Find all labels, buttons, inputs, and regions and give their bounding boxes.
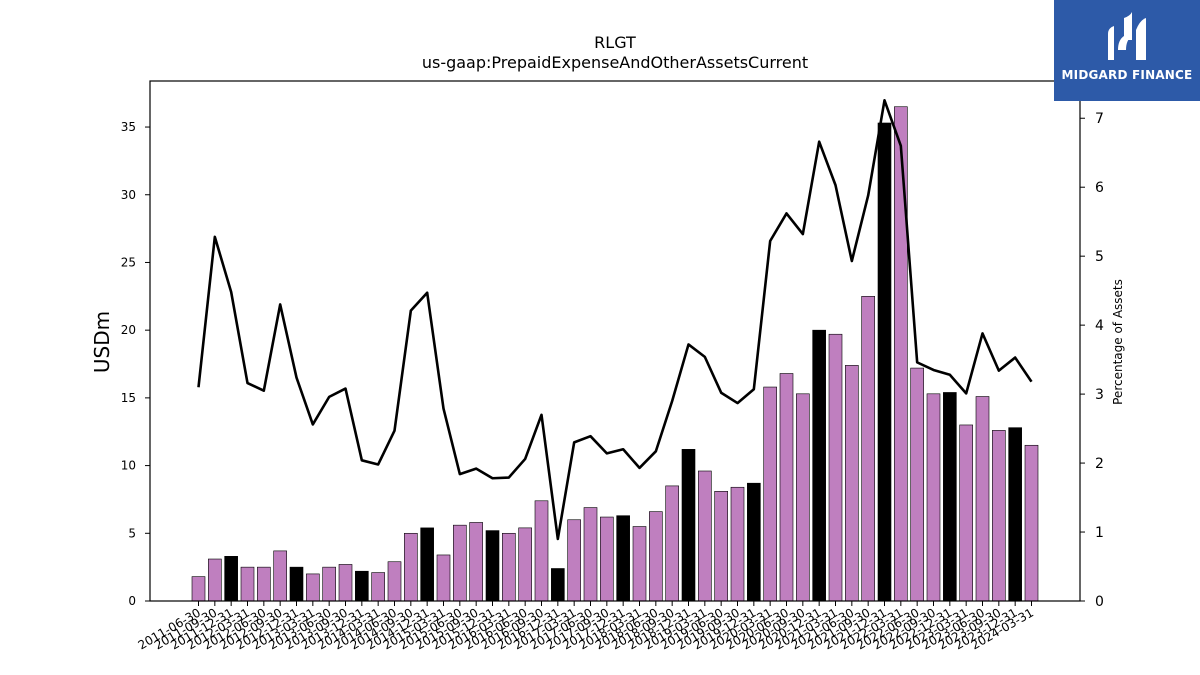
bar-2016-09-30 bbox=[534, 500, 549, 602]
bar-2023-12-31 bbox=[1008, 427, 1022, 602]
bar-2019-09-30 bbox=[730, 486, 745, 602]
brand-logo: MIDGARD FINANCE bbox=[1054, 0, 1200, 101]
logo-text: MIDGARD FINANCE bbox=[1061, 68, 1193, 82]
y2-tick-label: 3 bbox=[1095, 387, 1104, 403]
bar-2022-12-31 bbox=[943, 392, 957, 602]
y2-tick-label: 6 bbox=[1095, 180, 1104, 196]
percentage-line bbox=[197, 99, 1033, 541]
bar-2011-06-30 bbox=[191, 576, 206, 602]
bar-2017-09-30 bbox=[600, 516, 614, 602]
y-tick-label: 20 bbox=[121, 323, 136, 337]
bar-2016-06-30 bbox=[518, 527, 532, 602]
bar-2015-09-30 bbox=[469, 522, 483, 602]
bar-2017-03-31 bbox=[567, 519, 581, 602]
bar-2013-06-30 bbox=[322, 566, 336, 602]
chart-subtitle: us-gaap:PrepaidExpenseAndOtherAssetsCurr… bbox=[422, 53, 808, 72]
bar-2014-09-30 bbox=[404, 532, 418, 602]
bar-2013-09-30 bbox=[338, 564, 353, 602]
bar-2012-06-30 bbox=[257, 566, 271, 602]
bar-2020-09-30 bbox=[796, 393, 810, 602]
y2-axis-label: Percentage of Assets bbox=[1111, 279, 1125, 405]
bar-2021-06-30 bbox=[845, 365, 859, 602]
y2-tick-label: 4 bbox=[1095, 318, 1104, 334]
bar-2023-09-30 bbox=[992, 430, 1006, 602]
bar-2023-03-31 bbox=[959, 424, 973, 602]
bar-2012-12-31 bbox=[289, 566, 304, 602]
bar-2024-03-31 bbox=[1024, 444, 1039, 602]
y2-tick-label: 2 bbox=[1095, 456, 1104, 472]
bar-2014-06-30 bbox=[387, 561, 402, 602]
plot-frame bbox=[149, 80, 1081, 602]
bar-2017-06-30 bbox=[583, 507, 598, 602]
bar-2014-12-31 bbox=[420, 527, 434, 602]
bar-2022-09-30 bbox=[926, 393, 941, 602]
bar-2019-03-31 bbox=[698, 470, 712, 602]
bar-2015-12-31 bbox=[485, 530, 500, 602]
bar-series bbox=[191, 106, 1039, 602]
bar-2021-12-31 bbox=[877, 122, 892, 602]
bar-2012-03-31 bbox=[240, 566, 255, 602]
midgard-logo-icon bbox=[1108, 12, 1146, 60]
bar-2020-12-31 bbox=[812, 329, 826, 602]
bar-2018-09-30 bbox=[665, 485, 679, 602]
bar-2018-06-30 bbox=[649, 511, 663, 602]
bar-2014-03-31 bbox=[371, 572, 385, 602]
bar-2011-09-30 bbox=[208, 558, 222, 602]
bar-2021-09-30 bbox=[861, 296, 875, 602]
bar-2016-03-31 bbox=[502, 532, 516, 602]
bar-2022-06-30 bbox=[910, 367, 924, 602]
y-tick-label: 10 bbox=[121, 459, 136, 473]
bar-2015-03-31 bbox=[436, 554, 451, 602]
y-tick-label: 0 bbox=[128, 594, 136, 608]
bar-2016-12-31 bbox=[551, 568, 565, 602]
bar-2019-06-30 bbox=[714, 491, 728, 602]
y-axis-label: USDm bbox=[90, 311, 114, 373]
y2-tick-label: 0 bbox=[1095, 594, 1104, 610]
bar-2017-12-31 bbox=[616, 515, 630, 602]
bar-2021-03-31 bbox=[828, 333, 843, 602]
line-series bbox=[197, 99, 1033, 541]
chart-title: RLGT bbox=[594, 33, 636, 52]
bar-2018-03-31 bbox=[632, 526, 647, 602]
y-tick-label: 15 bbox=[121, 391, 136, 405]
bar-2015-06-30 bbox=[453, 524, 467, 602]
y-tick-label: 25 bbox=[121, 255, 136, 269]
bar-2023-06-30 bbox=[975, 396, 990, 602]
y-tick-label: 35 bbox=[121, 120, 136, 134]
axes: 05101520253035012345672011-06-302011-09-… bbox=[121, 80, 1104, 652]
bar-2013-03-31 bbox=[306, 573, 320, 602]
y2-tick-label: 5 bbox=[1095, 249, 1104, 265]
y-tick-label: 5 bbox=[128, 526, 136, 540]
bar-2019-12-31 bbox=[747, 482, 761, 602]
y2-tick-label: 1 bbox=[1095, 525, 1104, 541]
bar-2012-09-30 bbox=[273, 550, 287, 602]
bar-2020-03-31 bbox=[763, 386, 777, 602]
bar-2020-06-30 bbox=[779, 373, 794, 602]
bar-2022-03-31 bbox=[894, 106, 908, 602]
y2-tick-label: 7 bbox=[1095, 111, 1104, 127]
bar-2011-12-31 bbox=[224, 556, 238, 602]
y-tick-label: 30 bbox=[121, 188, 136, 202]
bar-2018-12-31 bbox=[681, 449, 696, 602]
bar-2013-12-31 bbox=[355, 570, 369, 602]
